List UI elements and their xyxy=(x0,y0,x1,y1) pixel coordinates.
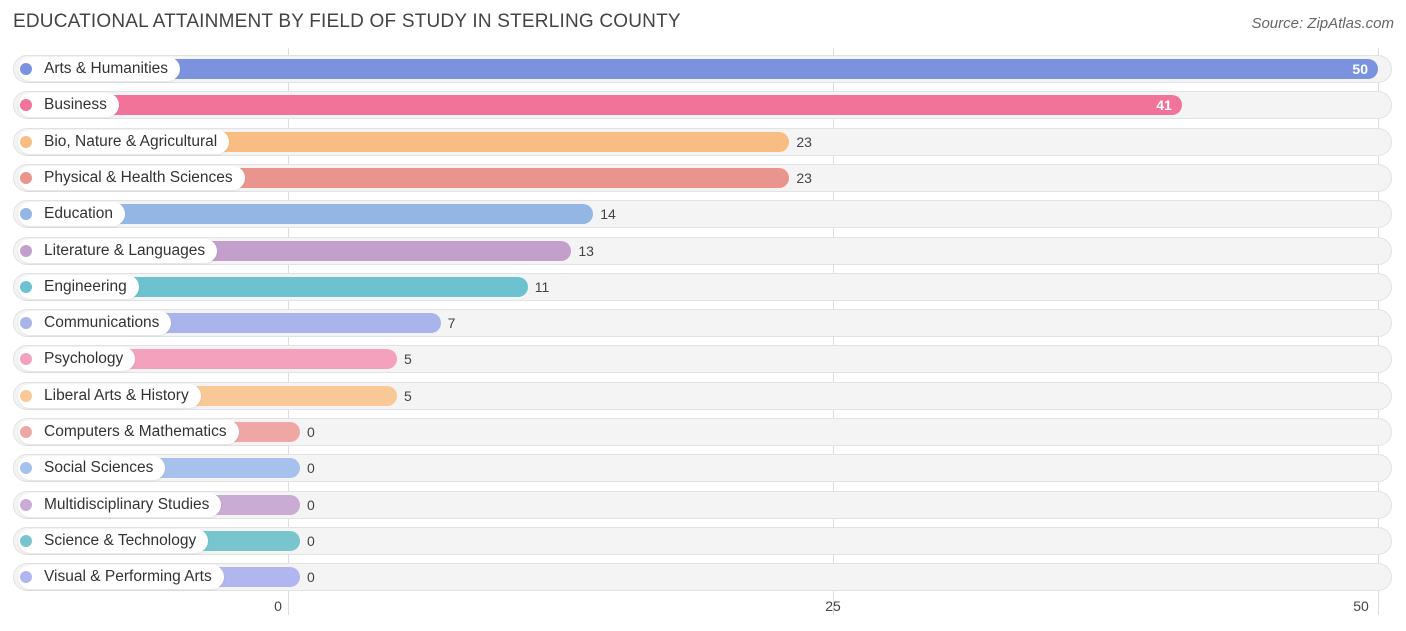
bar[interactable] xyxy=(18,277,528,297)
value-label: 14 xyxy=(600,206,616,222)
category-dot xyxy=(20,99,32,111)
value-label: 23 xyxy=(796,134,812,150)
category-label: Communications xyxy=(18,311,172,335)
value-label: 5 xyxy=(404,351,412,367)
category-dot xyxy=(20,571,32,583)
category-dot xyxy=(20,208,32,220)
category-label: Business xyxy=(18,93,119,117)
bar[interactable] xyxy=(18,59,1378,79)
x-tick-label: 50 xyxy=(1353,598,1369,614)
category-dot xyxy=(20,136,32,148)
value-label: 23 xyxy=(796,170,812,186)
value-label: 50 xyxy=(1352,61,1368,77)
value-label: 0 xyxy=(307,424,315,440)
category-label: Engineering xyxy=(18,275,139,299)
category-label: Liberal Arts & History xyxy=(18,384,201,408)
category-dot xyxy=(20,317,32,329)
value-label: 11 xyxy=(534,279,550,295)
value-label: 0 xyxy=(307,533,315,549)
value-label: 13 xyxy=(578,243,594,259)
category-label: Arts & Humanities xyxy=(18,57,181,81)
category-dot xyxy=(20,353,32,365)
category-dot xyxy=(20,63,32,75)
category-label: Multidisciplinary Studies xyxy=(18,493,222,517)
category-dot xyxy=(20,535,32,547)
category-label: Science & Technology xyxy=(18,529,209,553)
category-label: Visual & Performing Arts xyxy=(18,565,224,589)
category-label: Computers & Mathematics xyxy=(18,420,239,444)
chart-title: EDUCATIONAL ATTAINMENT BY FIELD OF STUDY… xyxy=(13,11,681,32)
category-dot xyxy=(20,281,32,293)
category-label: Bio, Nature & Agricultural xyxy=(18,130,230,154)
value-label: 41 xyxy=(1156,97,1172,113)
value-label: 0 xyxy=(307,497,315,513)
category-label: Education xyxy=(18,202,125,226)
category-dot xyxy=(20,390,32,402)
category-dot xyxy=(20,462,32,474)
source-label: Source: ZipAtlas.com xyxy=(1251,15,1394,32)
category-label: Psychology xyxy=(18,347,136,371)
value-label: 7 xyxy=(447,315,456,331)
x-tick-label: 0 xyxy=(274,598,282,614)
category-dot xyxy=(20,172,32,184)
bar[interactable] xyxy=(18,204,594,224)
category-label: Physical & Health Sciences xyxy=(18,166,245,190)
bar[interactable] xyxy=(18,95,1182,115)
category-label: Social Sciences xyxy=(18,456,166,480)
x-tick-label: 25 xyxy=(825,598,841,614)
category-dot xyxy=(20,499,32,511)
value-label: 0 xyxy=(307,569,315,585)
value-label: 5 xyxy=(404,388,412,404)
category-dot xyxy=(20,426,32,438)
category-dot xyxy=(20,245,32,257)
value-label: 0 xyxy=(307,460,315,476)
category-label: Literature & Languages xyxy=(18,239,218,263)
